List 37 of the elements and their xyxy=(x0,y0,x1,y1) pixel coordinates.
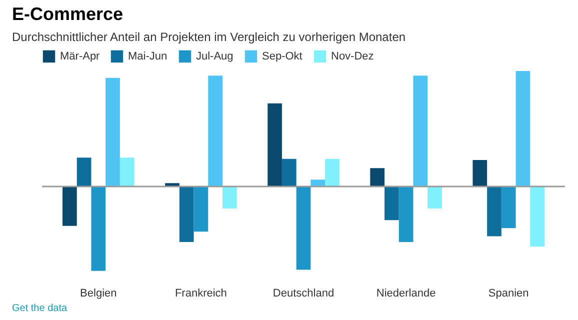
bar xyxy=(325,158,340,187)
bar xyxy=(222,186,237,209)
chart-subtitle: Durchschnittlicher Anteil an Projekten im Vergleich zu vorherigen Monaten xyxy=(12,30,406,44)
x-tick-label: Belgien xyxy=(80,288,117,300)
bar xyxy=(516,71,530,187)
bar xyxy=(208,76,222,187)
x-tick-label: Frankreich xyxy=(174,288,227,300)
bar xyxy=(179,186,194,242)
legend-label: Mai-Jun xyxy=(128,50,168,62)
bar xyxy=(398,186,414,242)
bar xyxy=(487,186,502,236)
x-tick-label: Niederlande xyxy=(376,288,436,300)
bar xyxy=(76,158,92,187)
bar xyxy=(282,158,296,187)
x-tick-label: Deutschland xyxy=(272,288,334,300)
legend-label: Sep-Okt xyxy=(262,50,302,62)
legend-label: Nov-Dez xyxy=(331,50,374,62)
x-tick-label: Spanien xyxy=(488,288,529,300)
bar xyxy=(310,180,326,187)
bar xyxy=(62,186,77,226)
bar xyxy=(428,186,442,209)
bar xyxy=(370,168,385,187)
text: Get the data xyxy=(12,303,68,314)
bar xyxy=(120,158,134,187)
bar xyxy=(268,103,282,187)
bar xyxy=(530,186,544,247)
bar xyxy=(91,186,106,271)
bar xyxy=(384,186,399,220)
bar xyxy=(501,186,516,228)
bar xyxy=(194,186,208,232)
legend-label: Mär-Apr xyxy=(60,50,100,62)
chart-title: E-Commerce xyxy=(12,4,124,24)
bar xyxy=(106,78,120,187)
bar xyxy=(413,76,428,187)
bar xyxy=(296,186,311,270)
legend-label: Jul-Aug xyxy=(196,50,234,62)
bar xyxy=(472,160,488,187)
